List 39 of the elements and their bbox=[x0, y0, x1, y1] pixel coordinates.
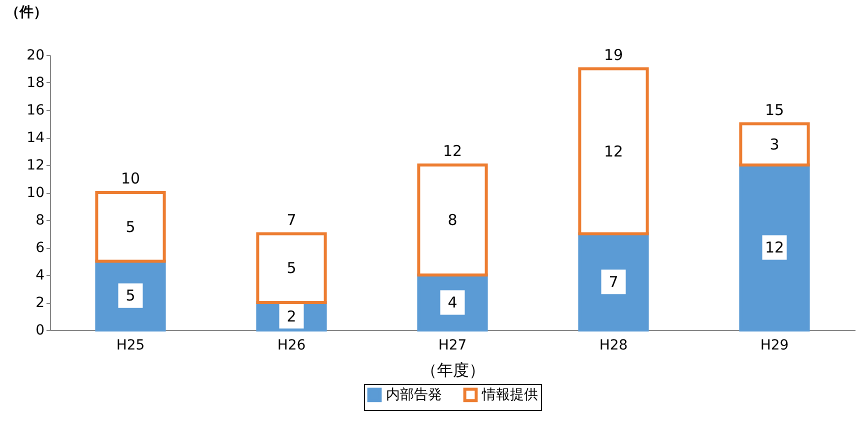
x-axis-title: （年度） bbox=[421, 360, 485, 380]
bar bbox=[95, 191, 166, 263]
y-tick-label: 20 bbox=[26, 48, 44, 64]
y-tick-label: 0 bbox=[36, 322, 44, 338]
data-label: 2 bbox=[286, 307, 296, 326]
legend-label: 情報提供 bbox=[481, 386, 538, 403]
data-label: 3 bbox=[770, 135, 780, 154]
data-label: 5 bbox=[126, 218, 136, 236]
data-label: 12 bbox=[604, 142, 624, 160]
data-label: 8 bbox=[448, 211, 458, 229]
data-label: 5 bbox=[126, 286, 136, 305]
x-tick-label: H29 bbox=[760, 338, 789, 354]
total-label: 10 bbox=[120, 170, 140, 188]
y-tick-label: 18 bbox=[26, 75, 44, 91]
y-tick-label: 8 bbox=[36, 212, 44, 228]
y-tick-label: 16 bbox=[26, 102, 45, 118]
data-label: 7 bbox=[608, 272, 618, 291]
x-tick-label: H25 bbox=[116, 338, 145, 354]
x-tick-label: H28 bbox=[599, 338, 628, 354]
total-label: 19 bbox=[604, 46, 624, 64]
bar bbox=[578, 67, 649, 236]
data-label: 4 bbox=[448, 294, 458, 312]
x-tick-label: H27 bbox=[438, 338, 467, 354]
total-label: 15 bbox=[764, 100, 784, 119]
total-label: 12 bbox=[442, 142, 462, 160]
y-tick-label: 4 bbox=[36, 268, 45, 284]
bar bbox=[739, 164, 810, 332]
legend-label: 内部告発 bbox=[386, 386, 442, 403]
y-axis-title: （件） bbox=[6, 4, 48, 20]
data-label: 12 bbox=[764, 238, 784, 256]
y-tick-label: 12 bbox=[26, 158, 44, 174]
y-tick-label: 2 bbox=[36, 295, 44, 311]
bar bbox=[417, 164, 488, 276]
data-label: 5 bbox=[286, 259, 296, 278]
y-tick-label: 14 bbox=[26, 130, 45, 146]
x-tick-label: H26 bbox=[277, 338, 306, 354]
total-label: 7 bbox=[286, 210, 296, 229]
y-tick-label: 6 bbox=[36, 240, 45, 256]
y-tick-label: 10 bbox=[26, 185, 44, 201]
